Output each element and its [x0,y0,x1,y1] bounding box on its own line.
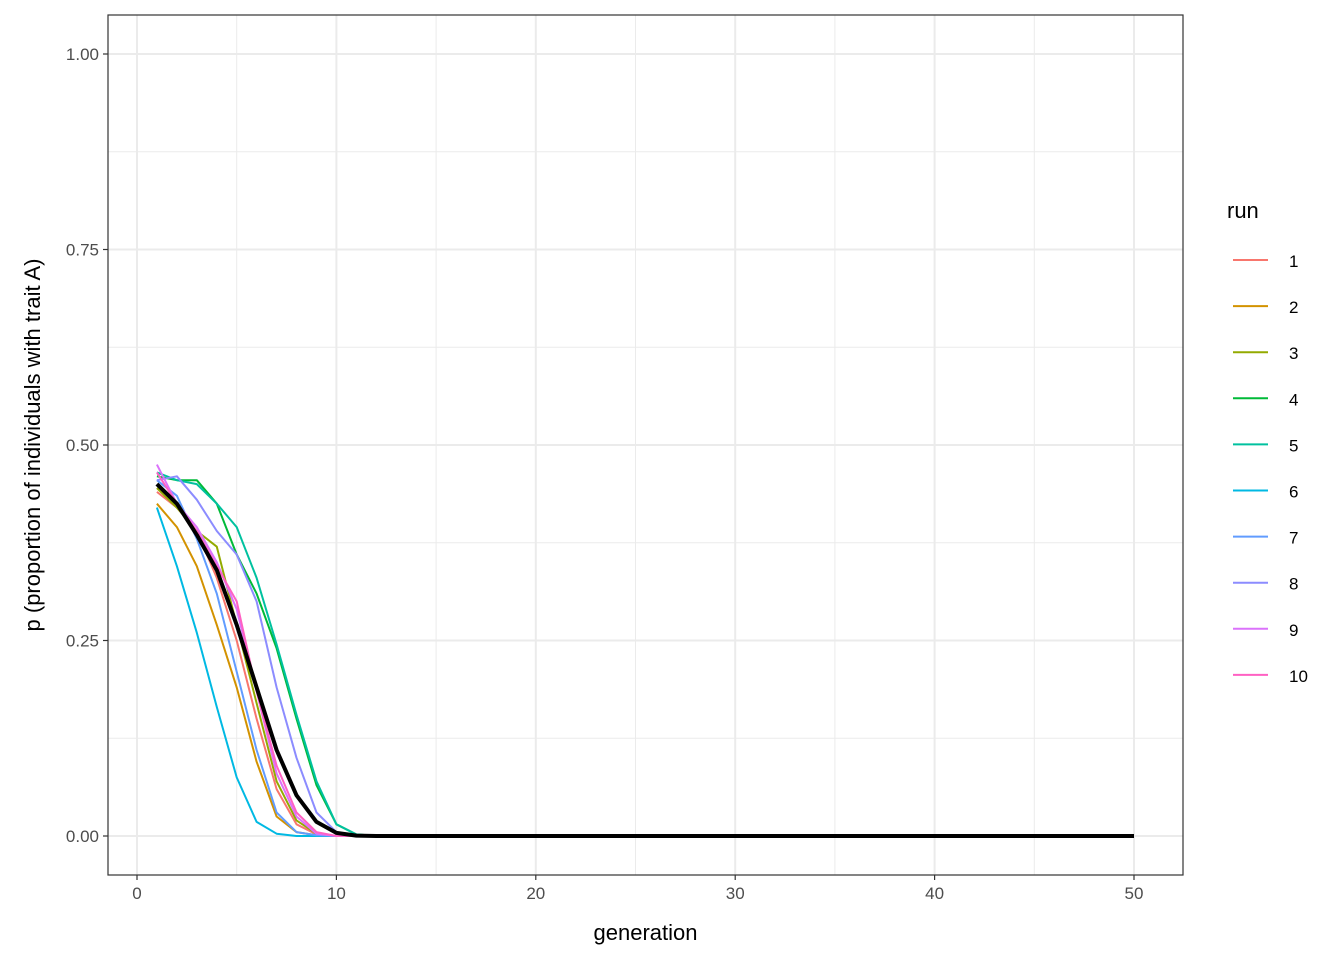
legend-item-run-10: 10 [1233,667,1308,686]
legend-item-run-8: 8 [1233,575,1298,594]
legend-item-run-7: 7 [1233,529,1298,548]
mean-line [155,482,1134,838]
x-axis-title: generation [594,920,698,945]
y-tick-label: 0.75 [66,241,99,260]
legend-item-run-2: 2 [1233,298,1298,317]
legend-item-run-1: 1 [1233,252,1298,271]
legend-item-run-5: 5 [1233,436,1298,455]
legend-label: 7 [1289,529,1298,548]
y-tick-label: 0.50 [66,436,99,455]
legend-item-run-4: 4 [1233,390,1298,409]
x-tick-label: 20 [526,884,545,903]
x-tick-label: 30 [726,884,745,903]
legend-label: 6 [1289,483,1298,502]
legend-label: 8 [1289,575,1298,594]
major-gridlines [108,15,1183,875]
x-tick-label: 10 [327,884,346,903]
legend-item-run-6: 6 [1233,483,1298,502]
legend-label: 10 [1289,667,1308,686]
legend-label: 2 [1289,298,1298,317]
legend-label: 1 [1289,252,1298,271]
y-tick-label: 1.00 [66,45,99,64]
legend-label: 3 [1289,344,1298,363]
x-tick-label: 50 [1125,884,1144,903]
x-axis: 0 10 20 30 40 50 [132,875,1143,903]
x-tick-label: 0 [132,884,141,903]
legend-label: 4 [1289,390,1298,409]
y-axis: 0.00 0.25 0.50 0.75 1.00 [66,45,108,846]
legend-label: 5 [1289,436,1298,455]
legend-title: run [1227,198,1259,223]
x-tick-label: 40 [925,884,944,903]
legend-item-run-3: 3 [1233,344,1298,363]
series-lines [155,464,1134,838]
y-tick-label: 0.00 [66,827,99,846]
legend: run 1 2 3 4 5 6 7 8 9 10 [1227,198,1308,686]
legend-item-run-9: 9 [1233,621,1298,640]
y-tick-label: 0.25 [66,632,99,651]
legend-label: 9 [1289,621,1298,640]
y-axis-title: p (proportion of individuals with trait … [20,259,45,632]
